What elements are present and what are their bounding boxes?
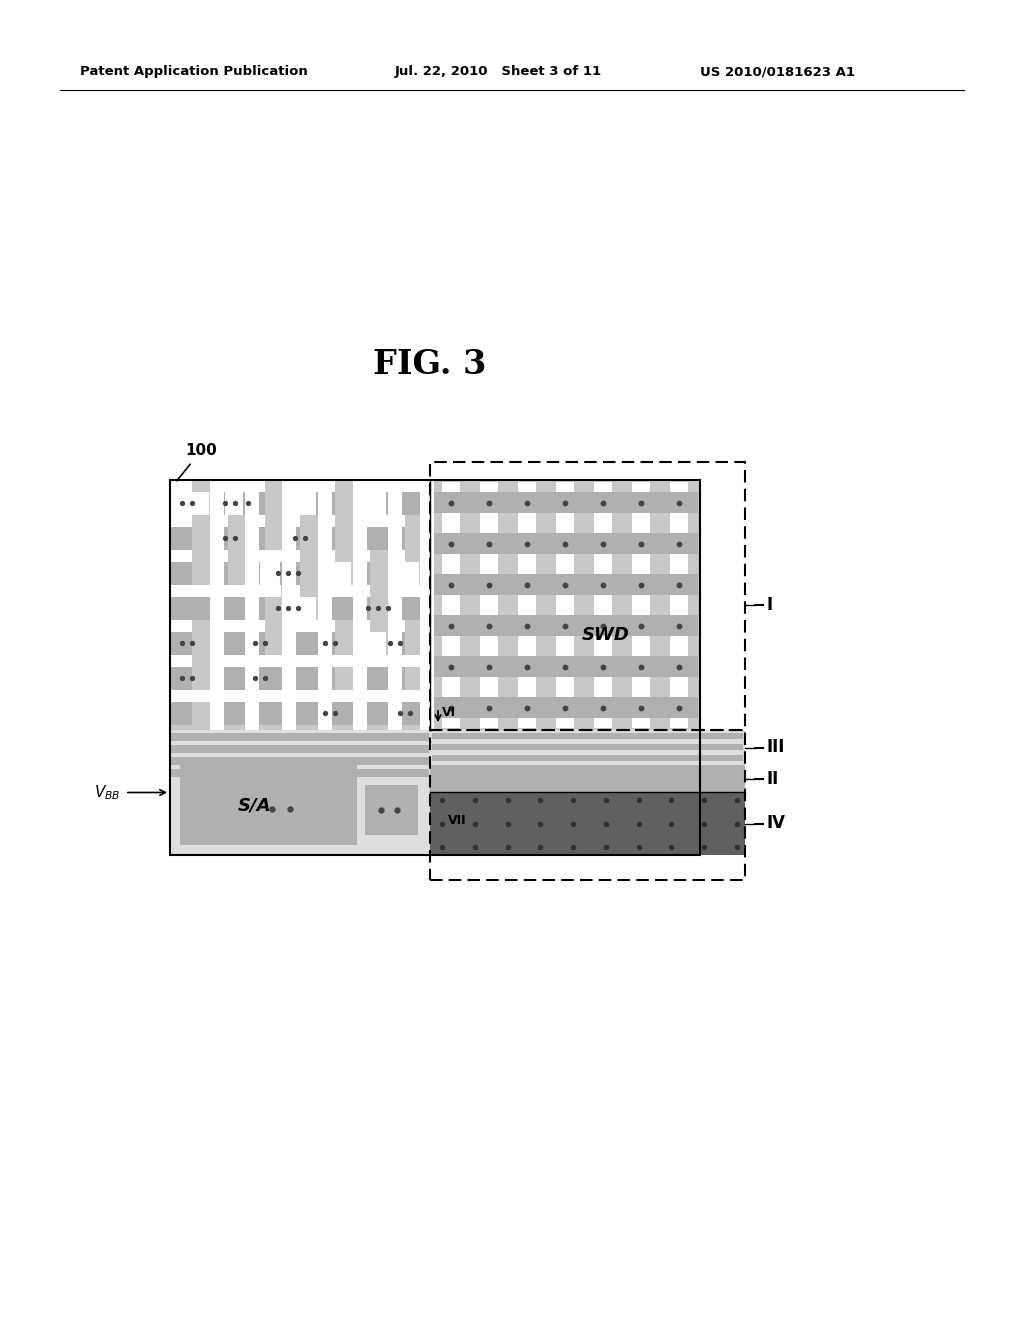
- Text: SWD: SWD: [582, 626, 630, 644]
- Bar: [171, 550, 429, 562]
- Bar: [432, 744, 743, 750]
- Text: FIG. 3: FIG. 3: [374, 348, 486, 381]
- Text: Jul. 22, 2010   Sheet 3 of 11: Jul. 22, 2010 Sheet 3 of 11: [395, 66, 602, 78]
- Text: IV: IV: [767, 814, 786, 833]
- Bar: [518, 482, 536, 729]
- Bar: [319, 655, 430, 667]
- Bar: [171, 744, 429, 752]
- Bar: [171, 492, 429, 515]
- Bar: [402, 562, 419, 585]
- Bar: [318, 480, 332, 730]
- Text: S/A: S/A: [238, 796, 271, 814]
- Bar: [366, 492, 386, 515]
- Text: VI: VI: [442, 706, 456, 719]
- Bar: [296, 597, 316, 620]
- Bar: [225, 492, 243, 515]
- Bar: [171, 585, 429, 597]
- Bar: [171, 770, 429, 777]
- Bar: [366, 632, 386, 655]
- Bar: [170, 480, 430, 730]
- Bar: [335, 480, 353, 585]
- Bar: [432, 492, 698, 513]
- Bar: [171, 690, 431, 702]
- Bar: [432, 533, 698, 554]
- Bar: [406, 515, 423, 585]
- Bar: [171, 527, 429, 550]
- Bar: [430, 792, 745, 855]
- Bar: [171, 756, 429, 766]
- Bar: [193, 620, 210, 725]
- Bar: [432, 755, 743, 762]
- Bar: [420, 480, 434, 730]
- Bar: [171, 733, 429, 741]
- Bar: [171, 620, 429, 632]
- Bar: [171, 597, 429, 620]
- Bar: [296, 492, 316, 515]
- Bar: [388, 480, 402, 730]
- Text: Patent Application Publication: Patent Application Publication: [80, 66, 308, 78]
- Bar: [171, 667, 429, 690]
- Bar: [671, 482, 687, 729]
- Bar: [171, 690, 429, 702]
- Bar: [432, 656, 698, 677]
- Bar: [260, 562, 280, 585]
- Bar: [370, 550, 388, 655]
- Bar: [365, 785, 418, 836]
- Bar: [556, 482, 573, 729]
- Bar: [265, 585, 283, 655]
- Bar: [171, 632, 429, 655]
- Bar: [171, 585, 281, 597]
- Bar: [432, 574, 698, 595]
- Bar: [442, 482, 460, 729]
- Bar: [171, 480, 429, 492]
- Bar: [300, 515, 318, 620]
- Bar: [353, 480, 367, 730]
- Bar: [432, 733, 743, 739]
- Bar: [171, 702, 429, 725]
- Bar: [265, 480, 283, 550]
- Bar: [430, 766, 745, 792]
- Bar: [180, 766, 356, 845]
- Text: VII: VII: [449, 814, 467, 826]
- Bar: [170, 480, 700, 855]
- Bar: [335, 620, 353, 690]
- Bar: [171, 492, 209, 515]
- Bar: [432, 615, 698, 636]
- Text: III: III: [767, 738, 785, 756]
- Bar: [430, 480, 700, 730]
- Bar: [245, 480, 259, 730]
- Bar: [331, 562, 351, 585]
- Bar: [595, 482, 611, 729]
- Bar: [480, 482, 498, 729]
- Bar: [406, 620, 423, 690]
- Text: US 2010/0181623 A1: US 2010/0181623 A1: [700, 66, 855, 78]
- Bar: [210, 480, 224, 730]
- Bar: [170, 730, 430, 855]
- Text: $V_{BB}$: $V_{BB}$: [93, 783, 120, 801]
- Bar: [171, 655, 429, 667]
- Text: I: I: [767, 597, 773, 614]
- Text: 100: 100: [185, 444, 217, 458]
- Bar: [282, 480, 296, 730]
- Bar: [432, 697, 698, 718]
- Bar: [633, 482, 649, 729]
- Bar: [171, 515, 429, 527]
- Bar: [228, 515, 246, 585]
- Bar: [171, 562, 429, 585]
- Bar: [193, 480, 210, 585]
- Text: II: II: [767, 770, 779, 788]
- Bar: [430, 730, 745, 766]
